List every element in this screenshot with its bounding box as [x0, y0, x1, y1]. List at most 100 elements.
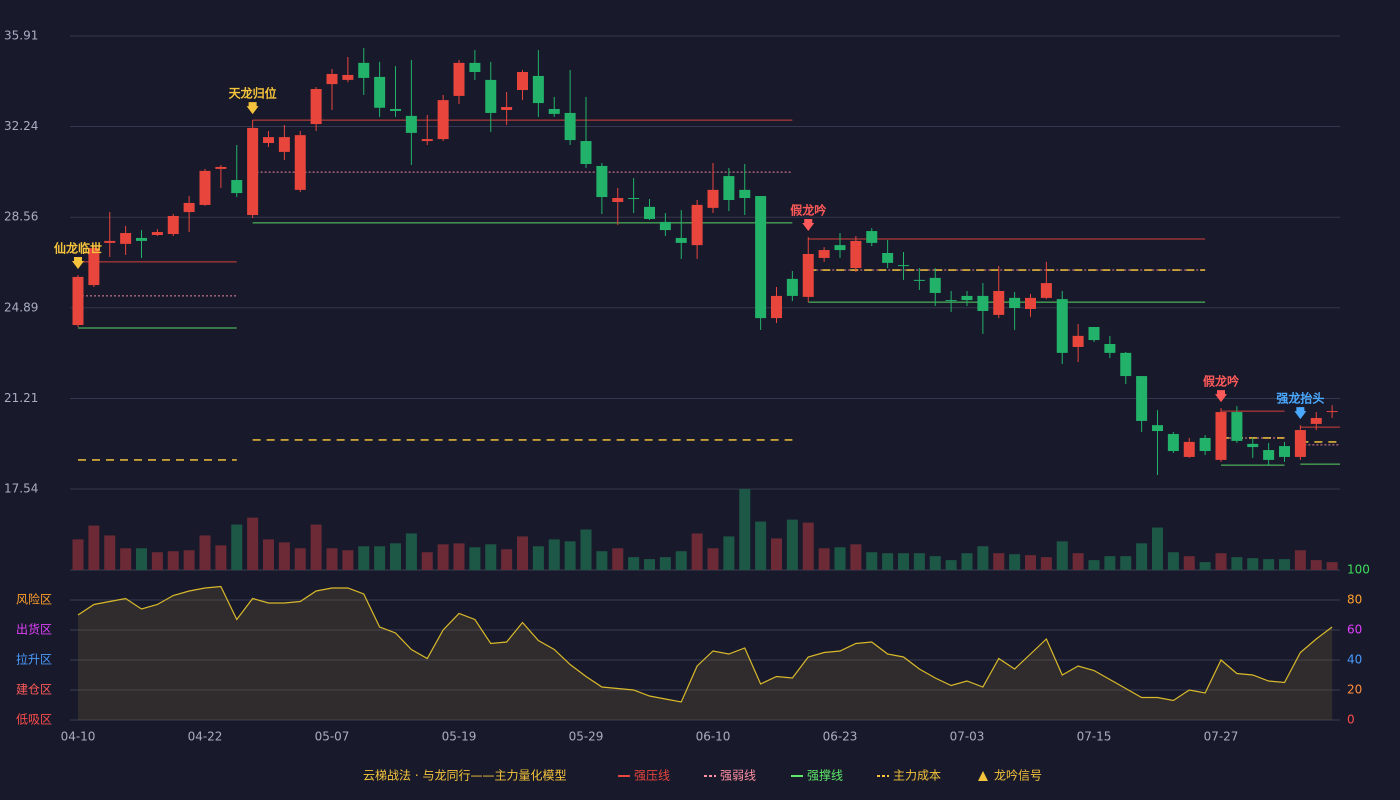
- volume-bar: [850, 544, 862, 570]
- volume-bar: [1072, 553, 1084, 570]
- candle-body: [1025, 297, 1036, 309]
- volume-bar: [1167, 552, 1179, 570]
- volume-bar: [1215, 553, 1227, 570]
- candle-body: [644, 206, 655, 219]
- volume-bar: [596, 551, 608, 570]
- volume-bar: [390, 543, 401, 570]
- volume-bar: [802, 522, 814, 570]
- candle-body: [612, 198, 624, 202]
- candle-body: [580, 141, 592, 164]
- volume-bar: [72, 539, 84, 570]
- candle-body: [850, 240, 862, 269]
- volume-bar: [1056, 541, 1068, 570]
- volume-bar: [1088, 560, 1100, 570]
- candle-body: [786, 278, 798, 296]
- y2-tick-label: 100: [1347, 563, 1370, 577]
- candle-body: [628, 198, 640, 200]
- candle-body: [771, 295, 782, 319]
- volume-bar: [167, 551, 179, 570]
- legend-label: 强压线: [634, 769, 670, 783]
- candle-body: [1215, 412, 1227, 460]
- candle-body: [675, 237, 687, 243]
- signal-label: 假龙吟: [1203, 374, 1239, 389]
- volume-bar: [532, 546, 544, 570]
- volume-bar: [469, 547, 481, 570]
- x-tick-label: 07-27: [1204, 730, 1239, 744]
- candle-body: [326, 73, 338, 85]
- volume-bar: [215, 545, 227, 570]
- candle-body: [945, 300, 957, 302]
- candle-body: [834, 245, 846, 251]
- indicator-line: [77, 585, 1333, 703]
- volume-bar: [945, 560, 957, 570]
- candle-body: [1152, 425, 1163, 432]
- candle-body: [136, 237, 147, 241]
- volume-bar: [136, 548, 147, 570]
- legend-label: 龙吟信号: [994, 768, 1042, 783]
- y-tick-label: 32.24: [4, 119, 38, 133]
- candle-body: [691, 204, 703, 246]
- volume-bar: [755, 521, 767, 570]
- candle-body: [1231, 412, 1243, 441]
- signal-arrow: [72, 256, 84, 269]
- candle-body: [72, 276, 84, 326]
- volume-bar: [771, 538, 782, 570]
- volume-bar: [612, 548, 624, 570]
- y2-tick-label: 60: [1347, 623, 1362, 637]
- candle-body: [818, 250, 830, 258]
- candle-body: [977, 295, 989, 311]
- x-tick-label: 05-19: [442, 730, 477, 744]
- legend-title: 云梯战法 · 与龙同行——主力量化模型: [363, 769, 566, 783]
- candle-body: [755, 196, 767, 319]
- candle-body: [1199, 437, 1211, 452]
- volume-bar: [247, 517, 259, 570]
- candle-body: [1120, 352, 1132, 377]
- zone-label: 出货区: [16, 622, 52, 637]
- candle-body: [1136, 376, 1148, 421]
- volume-bar: [882, 553, 894, 570]
- y-tick-label: 17.54: [4, 482, 38, 496]
- volume-bar: [898, 553, 909, 570]
- volume-bar: [326, 548, 338, 570]
- y2-tick-label: 80: [1347, 593, 1362, 607]
- volume-bar: [1025, 555, 1036, 570]
- volume-bar: [358, 546, 370, 570]
- signal-arrow: [1294, 407, 1307, 420]
- volume-bar: [913, 553, 925, 570]
- y-tick-label: 21.21: [4, 391, 38, 405]
- x-tick-label: 06-10: [696, 730, 731, 744]
- y-tick-label: 24.89: [4, 300, 38, 314]
- candle-body: [532, 75, 544, 104]
- volume-bar: [453, 543, 465, 570]
- candle-body: [898, 265, 909, 267]
- volume-bar: [1326, 562, 1338, 570]
- volume-bar: [342, 550, 354, 570]
- volume-bar: [834, 547, 846, 570]
- volume-bar: [628, 557, 640, 570]
- candle-body: [342, 74, 354, 80]
- volume-bar: [929, 556, 941, 570]
- volume-bar: [437, 544, 449, 570]
- volume-bar: [1183, 556, 1195, 570]
- volume-bar: [151, 552, 163, 570]
- x-tick-label: 05-07: [315, 730, 350, 744]
- volume-bar: [278, 542, 290, 570]
- candle-body: [1167, 434, 1179, 452]
- candle-body: [183, 202, 195, 213]
- y2-tick-label: 20: [1347, 683, 1362, 697]
- candle-body: [929, 277, 941, 293]
- volume-bar: [580, 529, 592, 570]
- signal-arrow: [246, 102, 259, 115]
- candle-body: [1104, 344, 1116, 353]
- volume-bar: [548, 539, 560, 570]
- volume-bar: [310, 524, 322, 570]
- candle-body: [1056, 299, 1068, 353]
- volume-bar: [659, 557, 671, 570]
- volume-bar: [1152, 527, 1163, 570]
- y2-tick-label: 0: [1347, 713, 1355, 727]
- volume-bar: [977, 546, 989, 570]
- candle-body: [1072, 335, 1084, 347]
- candle-body: [167, 216, 179, 235]
